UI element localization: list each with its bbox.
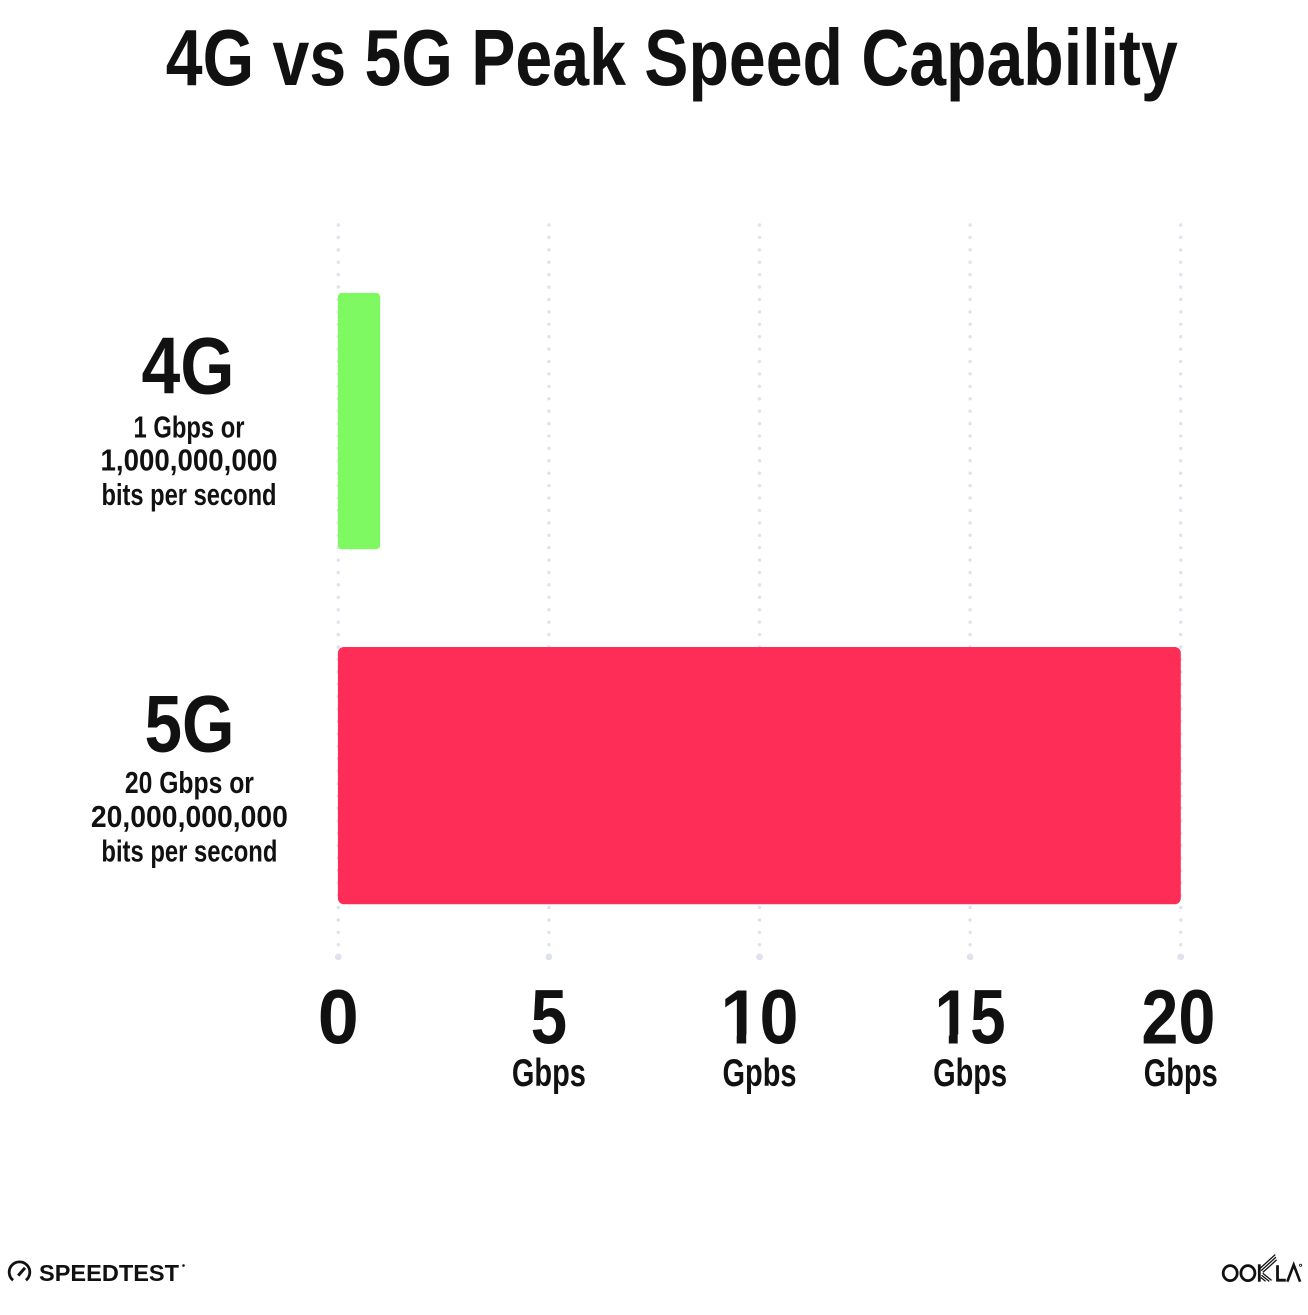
svg-text:Gpbs: Gpbs (723, 1052, 797, 1095)
svg-text:4G: 4G (142, 321, 235, 411)
svg-text:bits per second: bits per second (101, 834, 277, 869)
svg-text:5G: 5G (145, 680, 235, 770)
svg-text:1 Gbps or: 1 Gbps or (134, 409, 245, 444)
svg-text:Gbps: Gbps (933, 1052, 1007, 1095)
svg-text:4G vs 5G Peak Speed Capability: 4G vs 5G Peak Speed Capability (166, 13, 1178, 102)
svg-text:20: 20 (1141, 974, 1215, 1060)
svg-text:20 Gbps or: 20 Gbps or (125, 765, 254, 800)
svg-text:Gbps: Gbps (512, 1052, 586, 1095)
svg-text:10: 10 (721, 974, 799, 1060)
svg-text:0: 0 (318, 974, 359, 1060)
svg-text:Gbps: Gbps (1144, 1052, 1218, 1095)
svg-text:SPEEDTEST: SPEEDTEST (39, 1260, 180, 1286)
svg-text:1,000,000,000: 1,000,000,000 (101, 442, 278, 477)
svg-text:5: 5 (531, 974, 568, 1060)
svg-text:15: 15 (935, 974, 1006, 1060)
svg-text:20,000,000,000: 20,000,000,000 (91, 799, 288, 834)
svg-text:bits per second: bits per second (102, 477, 277, 512)
